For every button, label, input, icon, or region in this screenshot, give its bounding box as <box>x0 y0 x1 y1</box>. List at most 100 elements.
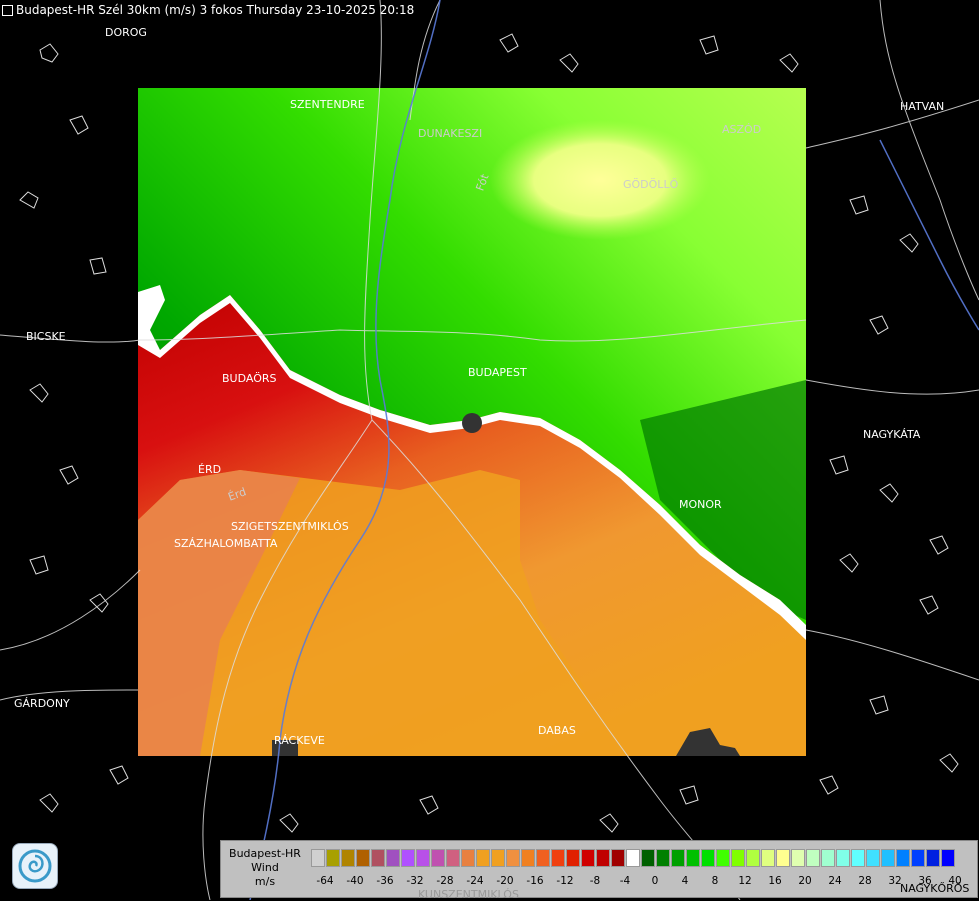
legend-tick-label: -24 <box>466 875 484 887</box>
title-bar: Budapest-HR Szél 30km (m/s) 3 fokos Thur… <box>0 0 414 20</box>
legend-swatch <box>491 849 505 867</box>
legend-tick-label: 0 <box>651 875 659 887</box>
legend-swatch <box>431 849 445 867</box>
city-label: SZÁZHALOMBATTA <box>174 537 278 550</box>
city-label: GÁRDONY <box>14 697 70 710</box>
legend-swatch <box>566 849 580 867</box>
legend-swatch <box>401 849 415 867</box>
window-icon <box>2 4 13 16</box>
legend-swatch <box>536 849 550 867</box>
legend-line-1: Budapest-HR <box>229 847 301 860</box>
legend-swatch <box>701 849 715 867</box>
legend-swatch <box>926 849 940 867</box>
city-label: DABAS <box>538 724 576 737</box>
legend-swatch <box>311 849 325 867</box>
city-label: GÖDÖLLŐ <box>623 178 679 191</box>
legend-tick-label: 28 <box>858 875 872 887</box>
legend-swatch <box>716 849 730 867</box>
city-label: BUDAPEST <box>468 366 527 379</box>
legend-swatch <box>521 849 535 867</box>
legend-swatch <box>461 849 475 867</box>
legend-tick-label: -4 <box>619 875 631 887</box>
city-label: RÁCKEVE <box>274 734 325 747</box>
city-label: ASZÓD <box>722 123 762 136</box>
city-label: NAGYKŐRÖS <box>900 882 970 895</box>
city-label: BICSKE <box>26 330 66 343</box>
legend-tick-label: 16 <box>768 875 782 887</box>
legend-swatch <box>881 849 895 867</box>
city-label: ÉRD <box>198 463 222 476</box>
legend-tick-label: 4 <box>681 875 689 887</box>
legend-swatch <box>941 849 955 867</box>
legend-swatch <box>776 849 790 867</box>
legend-swatch <box>731 849 745 867</box>
legend-swatches <box>311 849 956 867</box>
radar-area-yellow <box>490 120 710 240</box>
city-label: DUNAKESZI <box>418 127 483 140</box>
radar-area-salmon <box>138 470 300 756</box>
legend-swatch <box>596 849 610 867</box>
weather-service-logo <box>12 843 58 889</box>
legend-tick-label: 40 <box>948 875 962 887</box>
city-label: SZENTENDRE <box>290 98 365 111</box>
legend-tick-label: 20 <box>798 875 812 887</box>
legend-swatch <box>341 849 355 867</box>
legend-swatch <box>836 849 850 867</box>
legend-tick-label: -16 <box>526 875 544 887</box>
legend-swatch <box>656 849 670 867</box>
legend-line-2: Wind <box>251 861 279 874</box>
legend-tick-label: 36 <box>918 875 932 887</box>
legend-swatch <box>761 849 775 867</box>
legend-swatch <box>356 849 370 867</box>
legend-swatch <box>851 849 865 867</box>
legend-swatch <box>326 849 340 867</box>
legend-tick-label: 32 <box>888 875 902 887</box>
city-label: HATVAN <box>900 100 945 113</box>
legend-swatch <box>416 849 430 867</box>
map-title: Budapest-HR Szél 30km (m/s) 3 fokos Thur… <box>16 3 415 17</box>
wind-legend: Budapest-HR Wind m/s -64 -40 -36 -32 -28 -24-… <box>220 840 978 898</box>
legend-swatch <box>581 849 595 867</box>
river-danube <box>249 0 979 900</box>
legend-swatch <box>386 849 400 867</box>
legend-swatch <box>746 849 760 867</box>
legend-swatch <box>791 849 805 867</box>
legend-tick-label: 12 <box>738 875 752 887</box>
legend-tick-label: -8 <box>589 875 601 887</box>
swirl-icon <box>18 849 52 883</box>
legend-caption: Budapest-HR Wind m/s <box>223 847 307 889</box>
city-label: SZIGETSZENTMIKLÓS <box>231 520 349 533</box>
legend-ticks: -64 -40 -36 -32 -28 -24 -20 -16 -12 -8 -4 0 4 8 12 16 20… <box>311 875 971 891</box>
city-label: NAGYKÁTA <box>863 428 921 441</box>
legend-swatch <box>896 849 910 867</box>
legend-swatch <box>866 849 880 867</box>
legend-tick-label: -20 <box>496 875 514 887</box>
legend-tick-label: -64 <box>316 875 334 887</box>
legend-swatch <box>806 849 820 867</box>
legend-tick-label: -40 <box>346 875 364 887</box>
legend-swatch <box>506 849 520 867</box>
legend-tick-label: 8 <box>711 875 719 887</box>
settlement-outlines <box>19 33 959 875</box>
legend-swatch <box>371 849 385 867</box>
legend-swatch <box>626 849 640 867</box>
legend-swatch <box>551 849 565 867</box>
legend-swatch <box>611 849 625 867</box>
legend-tick-label: -12 <box>556 875 574 887</box>
legend-tick-label: -28 <box>436 875 454 887</box>
radar-gap-dabas <box>676 728 740 756</box>
legend-tick-label: 24 <box>828 875 842 887</box>
legend-swatch <box>821 849 835 867</box>
legend-swatch <box>641 849 655 867</box>
radar-gap-budapest <box>462 413 482 433</box>
legend-swatch <box>911 849 925 867</box>
legend-line-3: m/s <box>254 875 276 888</box>
city-label: KUNSZENTMIKLÓS <box>418 888 519 901</box>
legend-swatch <box>476 849 490 867</box>
legend-tick-label: -36 <box>376 875 394 887</box>
legend-swatch <box>446 849 460 867</box>
city-label: BUDAÖRS <box>222 372 277 385</box>
radar-area-darkgreen <box>640 380 806 620</box>
legend-tick-label: -32 <box>406 875 424 887</box>
